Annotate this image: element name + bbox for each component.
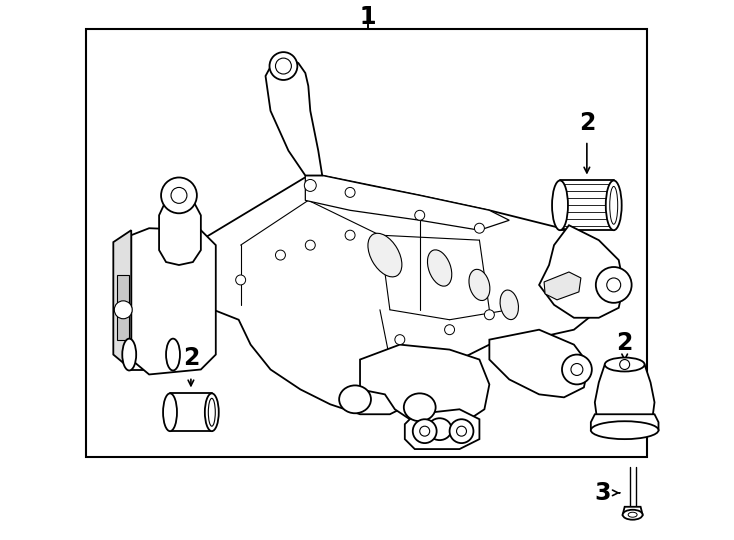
Text: 2: 2: [617, 330, 633, 355]
Polygon shape: [191, 176, 608, 414]
Circle shape: [305, 240, 316, 250]
Polygon shape: [490, 330, 589, 397]
Circle shape: [457, 426, 467, 436]
Circle shape: [413, 419, 437, 443]
Circle shape: [161, 178, 197, 213]
Text: 1: 1: [360, 5, 377, 29]
Circle shape: [474, 223, 484, 233]
Ellipse shape: [622, 510, 642, 519]
Circle shape: [415, 210, 425, 220]
Polygon shape: [544, 272, 581, 300]
Ellipse shape: [605, 357, 644, 372]
Circle shape: [115, 301, 132, 319]
Bar: [117, 275, 129, 340]
Ellipse shape: [163, 393, 177, 431]
Text: 3: 3: [595, 481, 611, 505]
Ellipse shape: [339, 386, 371, 413]
Circle shape: [420, 426, 429, 436]
Text: 2: 2: [578, 111, 595, 135]
Circle shape: [305, 179, 316, 191]
Polygon shape: [539, 225, 624, 318]
Polygon shape: [113, 230, 131, 369]
Ellipse shape: [368, 233, 402, 277]
Circle shape: [562, 355, 592, 384]
Ellipse shape: [500, 290, 518, 320]
Polygon shape: [360, 345, 490, 424]
Circle shape: [345, 230, 355, 240]
Ellipse shape: [428, 418, 451, 440]
Ellipse shape: [166, 339, 180, 370]
Circle shape: [596, 267, 632, 303]
Ellipse shape: [123, 339, 137, 370]
Ellipse shape: [205, 393, 219, 431]
Circle shape: [445, 325, 454, 335]
Ellipse shape: [427, 250, 451, 286]
Polygon shape: [266, 59, 322, 176]
Ellipse shape: [208, 399, 215, 426]
Ellipse shape: [552, 180, 568, 230]
Ellipse shape: [610, 186, 618, 224]
Polygon shape: [405, 409, 479, 449]
Circle shape: [395, 335, 405, 345]
Text: 2: 2: [183, 346, 199, 369]
Polygon shape: [622, 507, 642, 515]
Circle shape: [619, 360, 630, 369]
Circle shape: [571, 363, 583, 375]
Polygon shape: [591, 414, 658, 430]
Ellipse shape: [469, 269, 490, 301]
Circle shape: [275, 58, 291, 74]
Polygon shape: [159, 195, 201, 265]
Ellipse shape: [591, 421, 658, 439]
Polygon shape: [131, 228, 216, 374]
Circle shape: [607, 278, 621, 292]
Circle shape: [484, 310, 494, 320]
Text: 1: 1: [360, 5, 377, 29]
Ellipse shape: [404, 393, 436, 421]
Bar: [87, 29, 647, 457]
Circle shape: [449, 419, 473, 443]
Circle shape: [171, 187, 187, 204]
Circle shape: [236, 275, 246, 285]
Ellipse shape: [606, 180, 622, 230]
Ellipse shape: [269, 52, 297, 80]
Circle shape: [345, 187, 355, 198]
Polygon shape: [595, 364, 655, 417]
Polygon shape: [305, 176, 509, 230]
Ellipse shape: [628, 512, 637, 517]
Circle shape: [275, 250, 286, 260]
